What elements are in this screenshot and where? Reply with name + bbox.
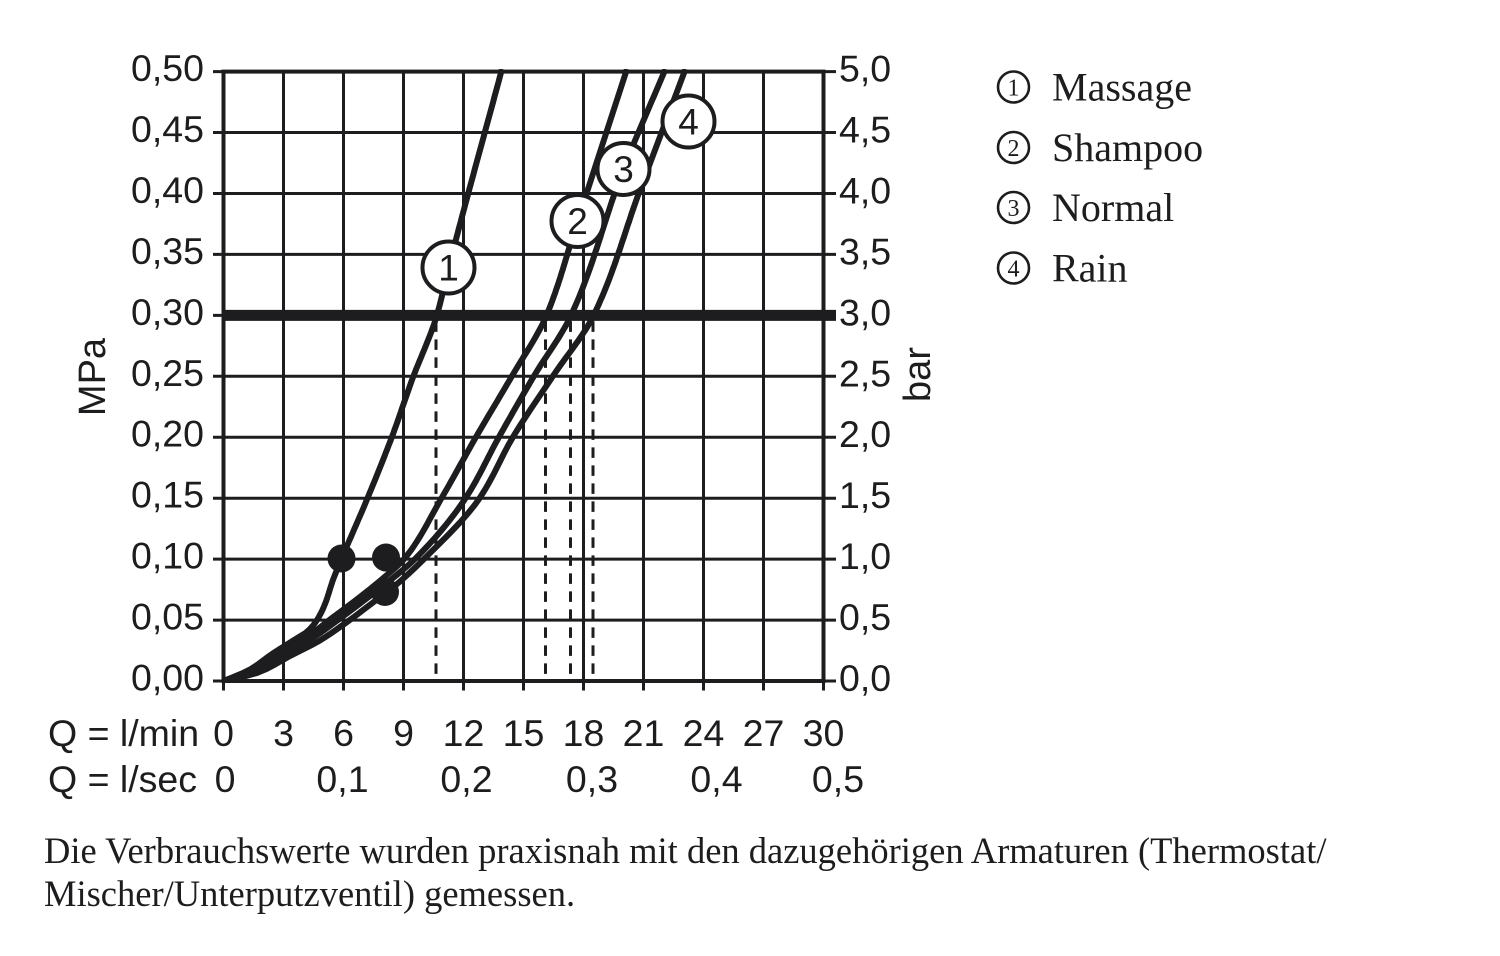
svg-text:0,05: 0,05 bbox=[131, 596, 204, 638]
svg-text:1,0: 1,0 bbox=[839, 535, 891, 577]
svg-text:0,45: 0,45 bbox=[131, 108, 204, 150]
svg-text:Shampoo: Shampoo bbox=[1052, 125, 1203, 170]
svg-text:Mischer/Unterputzventil) gemes: Mischer/Unterputzventil) gemessen. bbox=[44, 873, 575, 914]
svg-text:3,0: 3,0 bbox=[839, 291, 891, 333]
svg-text:4: 4 bbox=[1008, 257, 1020, 283]
svg-text:0,15: 0,15 bbox=[131, 474, 204, 516]
svg-text:Die Verbrauchswerte wurden pra: Die Verbrauchswerte wurden praxisnah mit… bbox=[44, 830, 1327, 871]
svg-text:2,0: 2,0 bbox=[839, 413, 891, 455]
svg-text:0,5: 0,5 bbox=[812, 758, 864, 800]
svg-text:Normal: Normal bbox=[1052, 185, 1174, 230]
svg-text:30: 30 bbox=[803, 712, 845, 754]
svg-text:2: 2 bbox=[1008, 136, 1020, 162]
svg-text:0,10: 0,10 bbox=[131, 535, 204, 577]
svg-text:27: 27 bbox=[743, 712, 785, 754]
svg-text:Massage: Massage bbox=[1052, 65, 1192, 110]
svg-text:bar: bar bbox=[897, 347, 939, 402]
svg-text:Q = l/min: Q = l/min bbox=[48, 712, 199, 754]
svg-text:Rain: Rain bbox=[1052, 246, 1128, 291]
svg-text:4,5: 4,5 bbox=[839, 109, 891, 151]
svg-text:0,35: 0,35 bbox=[131, 230, 204, 272]
svg-text:0,4: 0,4 bbox=[690, 758, 742, 800]
svg-text:0,50: 0,50 bbox=[131, 47, 204, 89]
svg-text:0,20: 0,20 bbox=[131, 413, 204, 455]
svg-text:3,5: 3,5 bbox=[839, 230, 891, 272]
svg-text:0: 0 bbox=[215, 758, 236, 800]
svg-text:21: 21 bbox=[623, 712, 665, 754]
svg-text:12: 12 bbox=[443, 712, 485, 754]
svg-text:MPa: MPa bbox=[72, 337, 114, 416]
svg-text:3: 3 bbox=[273, 712, 294, 754]
svg-text:0,5: 0,5 bbox=[839, 596, 891, 638]
svg-text:1,5: 1,5 bbox=[839, 474, 891, 516]
svg-text:4,0: 4,0 bbox=[839, 170, 891, 212]
svg-text:1: 1 bbox=[438, 248, 459, 289]
svg-text:2,5: 2,5 bbox=[839, 352, 891, 394]
svg-text:0,3: 0,3 bbox=[566, 758, 618, 800]
svg-text:1: 1 bbox=[1008, 76, 1020, 102]
svg-text:2: 2 bbox=[567, 201, 588, 242]
svg-text:0,0: 0,0 bbox=[839, 657, 891, 699]
svg-text:Q = l/sec: Q = l/sec bbox=[48, 758, 197, 800]
svg-text:9: 9 bbox=[393, 712, 414, 754]
svg-text:0,25: 0,25 bbox=[131, 352, 204, 394]
svg-text:3: 3 bbox=[1008, 196, 1020, 222]
svg-text:24: 24 bbox=[683, 712, 725, 754]
svg-text:0,00: 0,00 bbox=[131, 657, 204, 699]
svg-text:6: 6 bbox=[333, 712, 354, 754]
svg-text:0,40: 0,40 bbox=[131, 169, 204, 211]
svg-text:15: 15 bbox=[503, 712, 545, 754]
svg-text:18: 18 bbox=[563, 712, 605, 754]
svg-text:0,30: 0,30 bbox=[131, 291, 204, 333]
svg-text:0,2: 0,2 bbox=[440, 758, 492, 800]
svg-text:3: 3 bbox=[613, 149, 634, 190]
svg-text:5,0: 5,0 bbox=[839, 48, 891, 90]
svg-text:0,1: 0,1 bbox=[316, 758, 368, 800]
svg-text:0: 0 bbox=[213, 712, 234, 754]
svg-text:4: 4 bbox=[678, 102, 699, 143]
